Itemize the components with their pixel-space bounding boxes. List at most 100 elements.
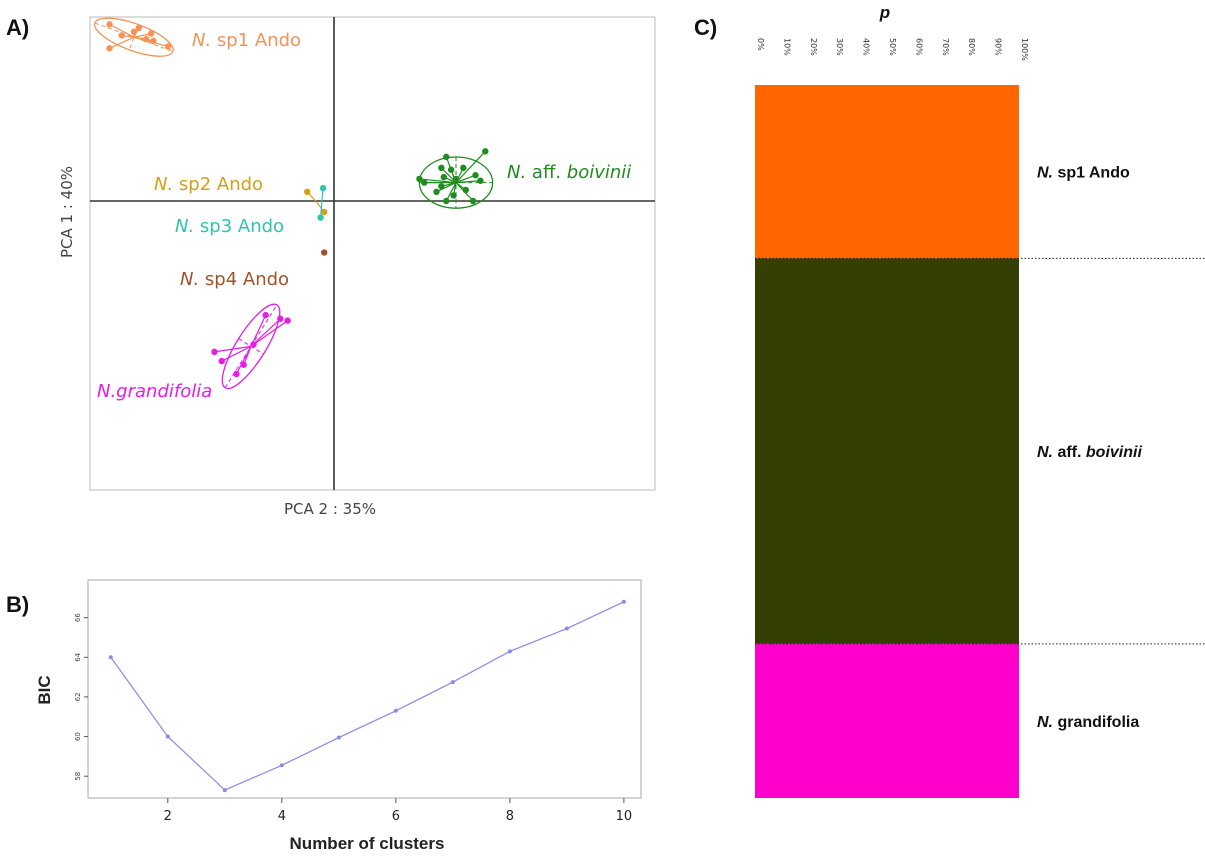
- bic-x-tick-label: 8: [506, 809, 514, 824]
- structure-group-genus: N.: [1037, 714, 1053, 731]
- structure-x-tick-label: 10%: [782, 38, 791, 56]
- pca-group-0: N. sp1 Ando: [94, 17, 301, 57]
- bic-y-tick-label: 64: [74, 652, 82, 661]
- pca-frame: [89, 16, 656, 491]
- structure-group-label: N. aff. boivinii: [1037, 444, 1142, 461]
- structure-x-tick-label: 30%: [835, 38, 844, 56]
- pca-spoke: [250, 314, 267, 347]
- pca-point: [218, 357, 225, 365]
- pca-point: [421, 179, 428, 186]
- pca-group-label-text: sp3 Ando: [194, 216, 284, 237]
- pca-point: [472, 172, 479, 179]
- pca-spoke: [455, 150, 486, 184]
- pca-group-label-genus: N.: [175, 216, 194, 237]
- pca-spoke: [250, 320, 288, 347]
- structure-group-mid: aff.: [1053, 444, 1086, 461]
- pca-spoke: [455, 180, 481, 184]
- structure-group-label: N. sp1 Ando: [1037, 165, 1130, 182]
- panel-label-b: B): [6, 592, 29, 617]
- pca-point: [416, 175, 423, 183]
- structure-x-tick-label: 90%: [994, 38, 1003, 56]
- pca-point: [135, 24, 142, 32]
- pca-group-4: N.grandifolia: [97, 303, 291, 402]
- pca-point: [321, 249, 328, 256]
- bic-point: [222, 788, 227, 793]
- pca-group-label-text: sp2 Ando: [173, 174, 263, 195]
- bic-point: [279, 763, 284, 768]
- pca-point: [433, 188, 440, 195]
- panel-label-c: C): [694, 15, 717, 40]
- pca-group-label-text: aff.: [526, 162, 567, 183]
- pca-spoke: [419, 178, 457, 184]
- pca-point: [460, 164, 467, 172]
- structure-bar: [755, 643, 1019, 798]
- pca-group-label: N. sp4 Ando: [180, 269, 289, 290]
- bic-x-tick-label: 4: [278, 809, 286, 824]
- pca-group-label: N. sp3 Ando: [175, 216, 284, 237]
- bic-point: [450, 680, 455, 685]
- pca-point: [477, 177, 484, 184]
- pca-group-label: N. aff. boivinii: [507, 162, 631, 183]
- pca-group-label-genus: N.: [154, 174, 173, 195]
- bic-line: [110, 601, 625, 791]
- bic-x-axis-label: Number of clusters: [290, 834, 445, 853]
- structure-x-tick-label: 70%: [941, 38, 950, 56]
- pca-y-axis-label: PCA 1 : 40%: [58, 166, 76, 258]
- pca-point: [438, 183, 445, 190]
- pca-point: [240, 361, 247, 368]
- pca-point: [438, 164, 445, 172]
- pca-group-label-genus: N.: [180, 269, 199, 290]
- pca-ellipse-minor-axis: [128, 24, 139, 51]
- pca-spoke: [436, 182, 457, 193]
- pca-point: [303, 188, 311, 195]
- pca-point: [462, 186, 469, 194]
- bic-point: [564, 626, 569, 631]
- structure-x-tick-label: 40%: [862, 38, 871, 56]
- structure-x-tick-label: 50%: [888, 38, 897, 56]
- pca-point: [440, 173, 447, 181]
- structure-x-tick-label: 20%: [809, 38, 818, 56]
- bic-point: [108, 655, 113, 660]
- bic-y-tick-label: 58: [74, 772, 82, 781]
- bic-y-tick-label: 66: [74, 613, 82, 622]
- pca-point: [106, 21, 113, 28]
- pca-group-label-text: sp1 Ando: [211, 30, 301, 51]
- pca-group-3: N. sp4 Ando: [180, 249, 328, 290]
- pca-point: [277, 315, 284, 322]
- pca-point: [443, 197, 450, 205]
- pca-point: [469, 197, 477, 205]
- pca-point: [130, 28, 138, 35]
- pca-point: [284, 317, 291, 324]
- pca-group-label: N. sp1 Ando: [192, 30, 301, 51]
- panel-label-a: A): [6, 15, 29, 40]
- pca-point: [106, 45, 113, 52]
- bic-x-tick-label: 6: [392, 809, 400, 824]
- pca-spoke: [214, 345, 252, 353]
- pca-group-label-text: sp4 Ando: [199, 269, 289, 290]
- pca-point: [321, 208, 328, 216]
- pca-spoke: [109, 23, 135, 38]
- pca-point: [142, 35, 150, 43]
- bic-point: [621, 599, 626, 604]
- pca-spoke: [250, 318, 281, 347]
- structure-group-mid: sp1 Ando: [1053, 165, 1130, 182]
- pca-group-1: N. sp2 Ando: [154, 174, 328, 216]
- pca-group-label: N.grandifolia: [97, 381, 212, 402]
- bic-point: [393, 708, 398, 713]
- pca-point: [164, 43, 172, 50]
- pca-point: [233, 370, 240, 378]
- pca-group-label: N. sp2 Ando: [154, 174, 263, 195]
- bic-x-tick-label: 10: [616, 809, 633, 824]
- pca-spoke: [445, 182, 457, 202]
- structure-group-genus: N.: [1037, 165, 1053, 182]
- structure-bar: [755, 258, 1019, 644]
- bic-point: [507, 649, 512, 654]
- bic-point: [336, 735, 341, 740]
- pca-group-5: N. aff. boivinii: [416, 148, 631, 209]
- pca-point: [319, 184, 327, 192]
- structure-x-tick-label: 60%: [914, 38, 923, 56]
- pca-group-label-genus: N.: [192, 30, 211, 51]
- pca-point: [317, 214, 324, 221]
